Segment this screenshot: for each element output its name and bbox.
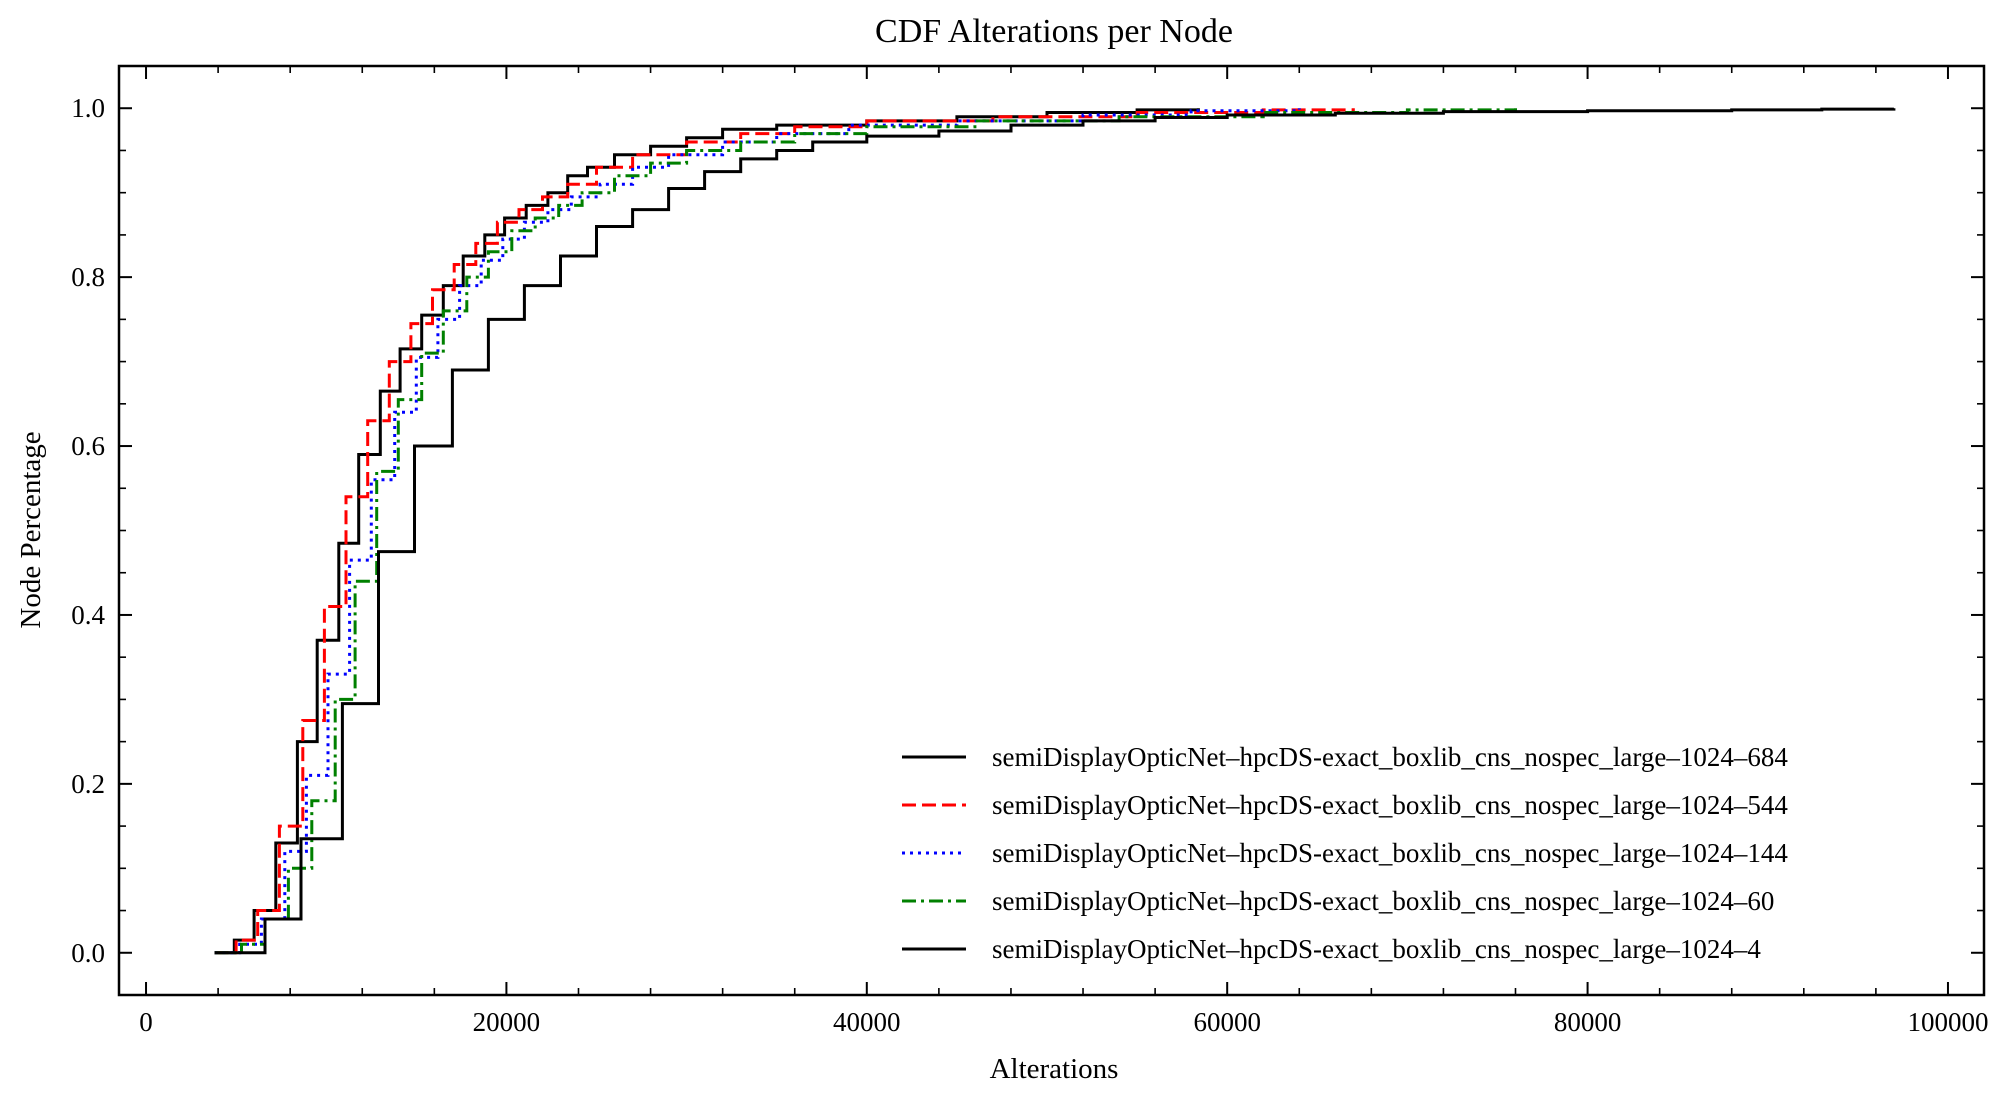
series-line-5 bbox=[214, 107, 1896, 955]
y-tick-label: 0.6 bbox=[71, 431, 105, 461]
chart-title: CDF Alterations per Node bbox=[875, 13, 1233, 50]
series-line-4 bbox=[214, 108, 1517, 955]
y-tick-label: 1.0 bbox=[71, 93, 105, 123]
y-tick-label: 0.0 bbox=[71, 938, 105, 968]
legend-label-1: semiDisplayOpticNet–hpcDS-exact_boxlib_c… bbox=[992, 742, 1788, 772]
y-tick-label: 0.2 bbox=[71, 769, 105, 799]
x-axis-label: Alterations bbox=[990, 1053, 1119, 1085]
x-tick-label: 20000 bbox=[473, 1007, 541, 1037]
series-line-1 bbox=[214, 108, 1200, 955]
x-tick-label: 0 bbox=[139, 1007, 153, 1037]
y-tick-label: 0.4 bbox=[71, 600, 105, 630]
y-axis-label: Node Percentage bbox=[15, 431, 47, 628]
x-tick-label: 80000 bbox=[1554, 1007, 1622, 1037]
legend-label-3: semiDisplayOpticNet–hpcDS-exact_boxlib_c… bbox=[992, 838, 1788, 868]
series-line-2 bbox=[214, 108, 1355, 955]
axis-ticks: 0 20000 40000 60000 80000 100000 0.0 0.2 0.4 0.6 0… bbox=[71, 66, 1988, 1037]
x-tick-label: 40000 bbox=[833, 1007, 901, 1037]
legend-label-2: semiDisplayOpticNet–hpcDS-exact_boxlib_c… bbox=[992, 790, 1788, 820]
legend: semiDisplayOpticNet–hpcDS-exact_boxlib_c… bbox=[902, 742, 1788, 964]
legend-label-5: semiDisplayOpticNet–hpcDS-exact_boxlib_c… bbox=[992, 934, 1761, 964]
x-tick-label: 100000 bbox=[1907, 1007, 1988, 1037]
plot-area bbox=[214, 107, 1896, 955]
legend-label-4: semiDisplayOpticNet–hpcDS-exact_boxlib_c… bbox=[992, 886, 1774, 916]
y-tick-label: 0.8 bbox=[71, 262, 105, 292]
series-line-3 bbox=[214, 108, 1301, 955]
x-tick-label: 60000 bbox=[1193, 1007, 1261, 1037]
